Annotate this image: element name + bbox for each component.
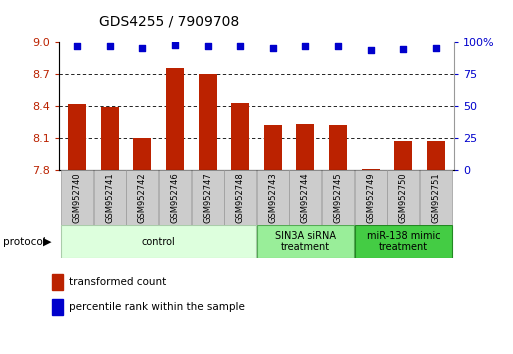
FancyBboxPatch shape	[191, 170, 224, 224]
FancyBboxPatch shape	[93, 170, 126, 224]
FancyBboxPatch shape	[387, 170, 420, 224]
Text: GSM952740: GSM952740	[72, 172, 82, 223]
Bar	[297, 124, 314, 170]
Text: miR-138 mimic
treatment: miR-138 mimic treatment	[367, 231, 440, 252]
Bar	[101, 107, 119, 170]
Bar	[362, 169, 380, 170]
Point	[301, 44, 309, 49]
FancyBboxPatch shape	[322, 170, 354, 224]
FancyBboxPatch shape	[159, 170, 191, 224]
Bar	[166, 68, 184, 170]
Text: GSM952748: GSM952748	[235, 172, 245, 223]
Bar	[264, 125, 282, 170]
Bar	[199, 74, 216, 170]
Text: SIN3A siRNA
treatment: SIN3A siRNA treatment	[275, 231, 336, 252]
FancyBboxPatch shape	[420, 170, 452, 224]
Point	[367, 47, 375, 53]
Text: GSM952742: GSM952742	[138, 172, 147, 223]
Text: GSM952745: GSM952745	[333, 172, 343, 223]
Text: GSM952741: GSM952741	[105, 172, 114, 223]
FancyBboxPatch shape	[257, 170, 289, 224]
Text: GSM952750: GSM952750	[399, 172, 408, 223]
FancyBboxPatch shape	[289, 170, 322, 224]
Text: control: control	[142, 236, 175, 247]
Text: percentile rank within the sample: percentile rank within the sample	[69, 302, 245, 312]
Point	[204, 44, 212, 49]
Bar	[427, 141, 445, 170]
Point	[269, 45, 277, 50]
Point	[138, 45, 146, 50]
Bar	[329, 125, 347, 170]
Point	[334, 44, 342, 49]
Text: ▶: ▶	[43, 236, 51, 247]
Text: GSM952744: GSM952744	[301, 172, 310, 223]
FancyBboxPatch shape	[355, 170, 387, 224]
Text: GSM952747: GSM952747	[203, 172, 212, 223]
FancyBboxPatch shape	[355, 225, 452, 258]
Point	[171, 42, 179, 48]
Text: GSM952743: GSM952743	[268, 172, 278, 223]
Bar	[68, 104, 86, 170]
FancyBboxPatch shape	[61, 170, 93, 224]
Bar	[133, 138, 151, 170]
Point	[399, 46, 407, 52]
Point	[73, 44, 81, 49]
Bar	[394, 141, 412, 170]
Text: protocol: protocol	[3, 236, 45, 247]
Text: GDS4255 / 7909708: GDS4255 / 7909708	[100, 14, 240, 28]
Bar	[52, 299, 63, 315]
Text: GSM952746: GSM952746	[170, 172, 180, 223]
FancyBboxPatch shape	[61, 225, 256, 258]
FancyBboxPatch shape	[257, 225, 354, 258]
FancyBboxPatch shape	[224, 170, 256, 224]
Point	[106, 44, 114, 49]
Text: GSM952749: GSM952749	[366, 172, 375, 223]
Point	[236, 44, 244, 49]
Point	[432, 45, 440, 50]
Bar	[52, 274, 63, 290]
Bar	[231, 103, 249, 170]
Text: transformed count: transformed count	[69, 277, 166, 287]
Text: GSM952751: GSM952751	[431, 172, 441, 223]
FancyBboxPatch shape	[126, 170, 158, 224]
